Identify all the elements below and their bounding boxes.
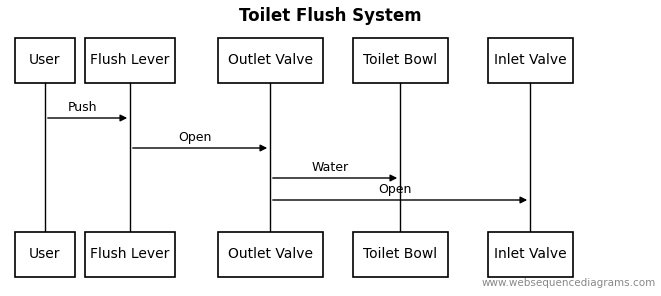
Text: Outlet Valve: Outlet Valve [227,54,313,67]
Text: Toilet Bowl: Toilet Bowl [363,54,437,67]
Bar [85,232,175,277]
Text: Flush Lever: Flush Lever [91,54,170,67]
Text: Toilet Bowl: Toilet Bowl [363,247,437,261]
Text: Flush Lever: Flush Lever [91,247,170,261]
Bar [488,232,572,277]
Text: Inlet Valve: Inlet Valve [494,54,566,67]
Text: Toilet Flush System: Toilet Flush System [239,7,422,25]
Text: Water: Water [311,161,348,174]
Bar [352,232,447,277]
Bar [15,232,75,277]
Text: www.websequencediagrams.com: www.websequencediagrams.com [482,278,656,288]
Text: User: User [29,54,61,67]
Bar [352,38,447,83]
Bar [85,38,175,83]
Bar [217,232,323,277]
Text: Open: Open [378,183,412,196]
Text: Push: Push [67,101,97,114]
Text: Open: Open [178,131,212,144]
Text: Outlet Valve: Outlet Valve [227,247,313,261]
Bar [217,38,323,83]
Text: Inlet Valve: Inlet Valve [494,247,566,261]
Bar [488,38,572,83]
Text: User: User [29,247,61,261]
Bar [15,38,75,83]
